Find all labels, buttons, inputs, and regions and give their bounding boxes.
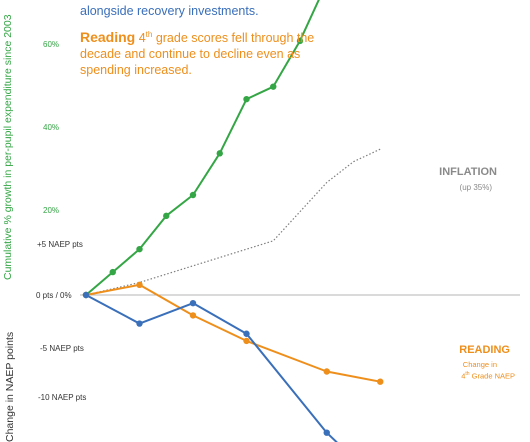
math-point-2012 — [323, 429, 330, 436]
reading-sublabel-sup: th — [465, 371, 470, 377]
y-axis-label-spending: Cumulative % growth in per-pupil expendi… — [2, 14, 14, 280]
reading-annotation: Reading 4th grade scores fell through th… — [80, 27, 320, 78]
reading-sublabel-2: 4th Grade NAEP — [461, 371, 515, 381]
reading-sublabel-grade: 4 — [461, 371, 466, 381]
spending-point-2004 — [109, 268, 116, 276]
reading-series-line — [85, 283, 381, 383]
math-point-2005 — [136, 320, 143, 327]
math-annotation: alongside recovery investments. — [80, 4, 259, 18]
reading-label: READING — [459, 344, 510, 356]
y-tick-40: 40% — [43, 123, 60, 132]
math-point-2009 — [243, 330, 250, 337]
spending-point-2006 — [163, 212, 170, 220]
spending-series-line — [85, 0, 320, 296]
reading-point-2014 — [377, 378, 384, 385]
reading-annotation-sup: th — [145, 30, 153, 39]
math-point-2007 — [189, 299, 197, 307]
naep-tick-minus5: -5 NAEP pts — [40, 344, 84, 353]
spending-point-2010 — [270, 83, 277, 90]
naep-tick-minus10: -10 NAEP pts — [38, 393, 87, 402]
reading-annotation-body: grade scores fell through the decade and… — [80, 31, 315, 78]
math-point-2003 — [82, 291, 90, 299]
reading-sublabel-1: Change in — [462, 360, 497, 369]
y-tick-20: 20% — [43, 206, 60, 215]
naep-tick-plus5: +5 NAEP pts — [37, 240, 83, 249]
spending-point-2007 — [189, 191, 197, 199]
reading-annotation-head: Reading — [80, 29, 136, 46]
math-series-line — [85, 294, 338, 442]
inflation-series-line — [85, 148, 381, 296]
spending-point-2005 — [136, 245, 143, 253]
y-tick-60: 60% — [43, 40, 60, 49]
reading-point-2005 — [136, 281, 143, 288]
y-tick-zero: 0 pts / 0% — [36, 291, 72, 300]
spending-point-2011 — [296, 37, 304, 45]
reading-point-2009 — [243, 337, 250, 345]
reading-annotation-grade: 4 — [138, 31, 146, 46]
spending-point-2009 — [243, 95, 250, 103]
reading-sublabel-text: Grade NAEP — [469, 371, 515, 381]
reading-point-2007 — [189, 312, 197, 319]
y-axis-label-naep: Change in NAEP points — [4, 331, 16, 442]
inflation-label: INFLATION — [439, 166, 497, 178]
inflation-sublabel: (up 35%) — [459, 183, 492, 192]
reading-point-2012 — [323, 368, 330, 375]
series-layer — [82, 0, 384, 442]
spending-point-2008 — [216, 150, 223, 157]
